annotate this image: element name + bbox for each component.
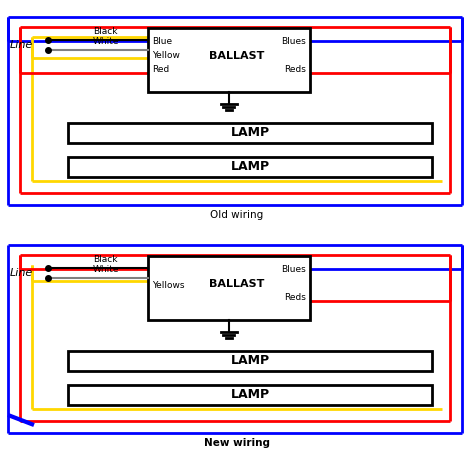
Bar xyxy=(68,123,432,143)
Text: LAMP: LAMP xyxy=(230,389,270,401)
Text: Blue: Blue xyxy=(152,37,172,46)
Text: Blues: Blues xyxy=(281,266,306,274)
Bar xyxy=(68,351,432,371)
Text: Old wiring: Old wiring xyxy=(210,210,264,220)
Text: BALLAST: BALLAST xyxy=(210,51,264,61)
Text: Black: Black xyxy=(93,256,118,264)
Text: Line: Line xyxy=(10,268,33,278)
Text: White: White xyxy=(93,37,119,46)
Bar xyxy=(148,28,310,92)
Text: Red: Red xyxy=(152,66,169,75)
Text: Line: Line xyxy=(10,40,33,50)
Text: Reds: Reds xyxy=(284,66,306,75)
Text: Blues: Blues xyxy=(281,37,306,46)
Text: BALLAST: BALLAST xyxy=(210,279,264,289)
Text: LAMP: LAMP xyxy=(230,126,270,140)
Text: Yellows: Yellows xyxy=(152,282,184,290)
Bar xyxy=(68,157,432,177)
Text: Reds: Reds xyxy=(284,293,306,303)
Text: White: White xyxy=(93,266,119,274)
Text: Black: Black xyxy=(93,27,118,36)
Text: Yellow: Yellow xyxy=(152,51,180,60)
Bar xyxy=(68,385,432,405)
Text: LAMP: LAMP xyxy=(230,161,270,173)
Text: LAMP: LAMP xyxy=(230,354,270,368)
Bar xyxy=(148,256,310,320)
Text: New wiring: New wiring xyxy=(204,438,270,448)
